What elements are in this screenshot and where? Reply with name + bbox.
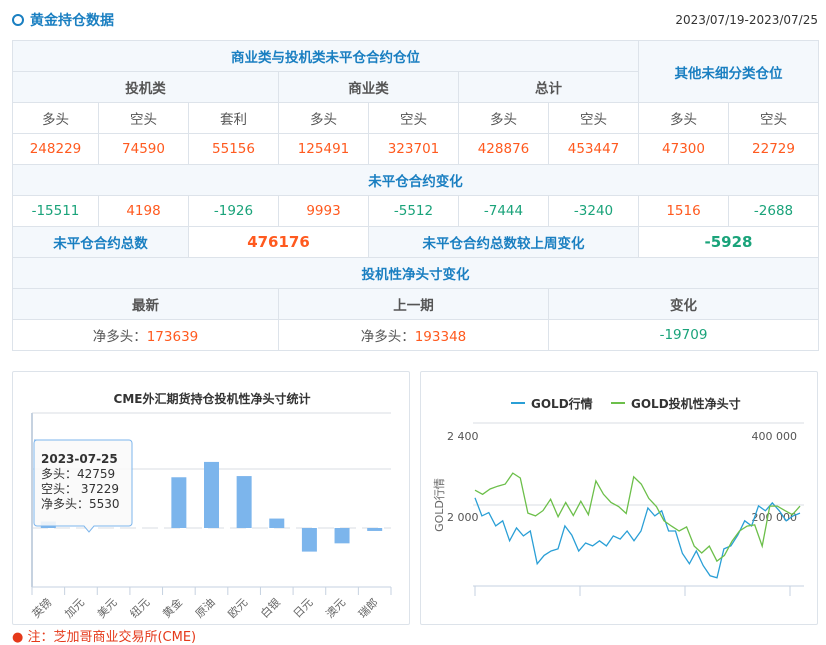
x-tick-label: 澳元 [323, 596, 348, 621]
cell: 248229 [12, 133, 99, 165]
cell: 套利 [188, 102, 279, 134]
spec-header: 投机类 [12, 71, 279, 103]
net-change: -19709 [547, 319, 820, 351]
oi-label: 未平仓合约总数 [12, 226, 189, 258]
cell: -2688 [728, 195, 820, 227]
series-line-0 [474, 497, 801, 579]
oi-change-label: 未平仓合约总数较上周变化 [367, 226, 640, 258]
net-value: 193348 [414, 329, 467, 345]
cell: 4198 [98, 195, 189, 227]
cell: 47300 [638, 133, 730, 165]
net-title: 投机性净头寸变化 [11, 257, 820, 289]
left-tick-label: 2 400 [447, 430, 479, 443]
cell: 9993 [278, 195, 369, 227]
bar-白银 [269, 518, 285, 528]
net-latest: 净多头：173639 [12, 319, 279, 351]
x-tick-label: 白银 [257, 595, 282, 620]
cell: 453447 [547, 133, 640, 165]
x-tick-label: 瑞郎 [355, 595, 380, 620]
cell: 空头 [98, 102, 189, 134]
cell: -5512 [368, 195, 459, 227]
section-header: 黄金持仓数据 2023/07/19-2023/07/25 [12, 10, 818, 30]
net-col-latest: 最新 [12, 288, 279, 320]
oi-value: 476176 [188, 226, 369, 258]
comm-header: 商业类 [278, 71, 459, 103]
net-label: 净多头： [92, 329, 147, 345]
cell: 74590 [98, 133, 189, 165]
other-title: 其他未细分类仓位 [638, 40, 820, 103]
cell: 多头 [458, 102, 549, 134]
bar-日元 [301, 528, 317, 552]
x-tick-label: 美元 [95, 596, 120, 621]
date-range: 2023/07/19-2023/07/25 [675, 13, 818, 27]
cell: 空头 [728, 102, 820, 134]
bar-黄金 [171, 477, 187, 528]
circle-icon [12, 14, 24, 26]
x-tick-label: 英镑 [29, 595, 54, 620]
net-label: 净多头： [360, 329, 415, 345]
cell: 多头 [278, 102, 369, 134]
cell: 428876 [458, 133, 549, 165]
total-header: 总计 [457, 71, 640, 103]
bar-欧元 [236, 476, 252, 528]
tooltip-box [33, 439, 133, 533]
tooltip-short: 空头： 37229 [41, 482, 119, 496]
series-line-1 [474, 472, 801, 563]
oi-change-value: -5928 [638, 226, 820, 258]
cell: -3240 [547, 195, 640, 227]
legend-item: GOLD行情 [531, 396, 593, 411]
chart-title: CME外汇期货持仓投机性净头寸统计 [114, 391, 311, 406]
net-value: 173639 [146, 329, 199, 345]
change-title: 未平仓合约变化 [11, 164, 820, 196]
net-col-prev: 上一期 [278, 288, 549, 320]
cell: 多头 [12, 102, 99, 134]
cell: 空头 [547, 102, 640, 134]
cell: 55156 [188, 133, 279, 165]
left-tick-label: 2 000 [447, 511, 479, 524]
x-tick-label: 日元 [291, 596, 316, 621]
cell: -1926 [188, 195, 279, 227]
bar-澳元 [334, 528, 350, 544]
cell: 空头 [368, 102, 459, 134]
section-title: 黄金持仓数据 [30, 13, 114, 29]
footer-note: ● 注：芝加哥商业交易所(CME) [12, 630, 197, 645]
holdings-table: 商业类与投机类未平仓合约仓位 其他未细分类仓位 投机类 商业类 总计 多头 空头套… [11, 40, 820, 351]
x-tick-label: 原油 [192, 595, 217, 620]
bar-原油 [204, 461, 219, 528]
cell: 125491 [278, 133, 369, 165]
right-tick-label: 400 000 [752, 430, 798, 443]
net-col-change: 变化 [547, 288, 820, 320]
bar-chart-panel: CME外汇期货持仓投机性净头寸统计英镑 加元 美元 纽元 黄金 原油 欧元 白银 日元 澳元 瑞郎 2… [12, 371, 410, 625]
x-tick-label: 黄金 [160, 595, 185, 620]
cell: 323701 [368, 133, 459, 165]
cell: 22729 [728, 133, 820, 165]
legend-item: GOLD投机性净头寸 [631, 396, 741, 411]
net-prev: 净多头：193348 [278, 319, 549, 351]
cell: 1516 [638, 195, 730, 227]
group-title: 商业类与投机类未平仓合约仓位 [11, 40, 640, 72]
tooltip-long: 多头：42759 [41, 467, 115, 481]
cell: -15511 [12, 195, 99, 227]
x-tick-label: 加元 [62, 596, 87, 621]
tooltip-net: 净多头：5530 [41, 497, 120, 511]
bar-瑞郎 [367, 528, 383, 531]
x-tick-label: 欧元 [226, 596, 251, 621]
line-chart-panel: GOLD行情 GOLD投机性净头寸 2 400 2 000 400 000 200 000… [420, 371, 818, 625]
cell: -7444 [458, 195, 549, 227]
cell: 多头 [638, 102, 730, 134]
tooltip-date: 2023-07-25 [41, 452, 118, 466]
y-axis-label: GOLD行情 [433, 478, 446, 532]
x-tick-label: 纽元 [127, 595, 152, 620]
